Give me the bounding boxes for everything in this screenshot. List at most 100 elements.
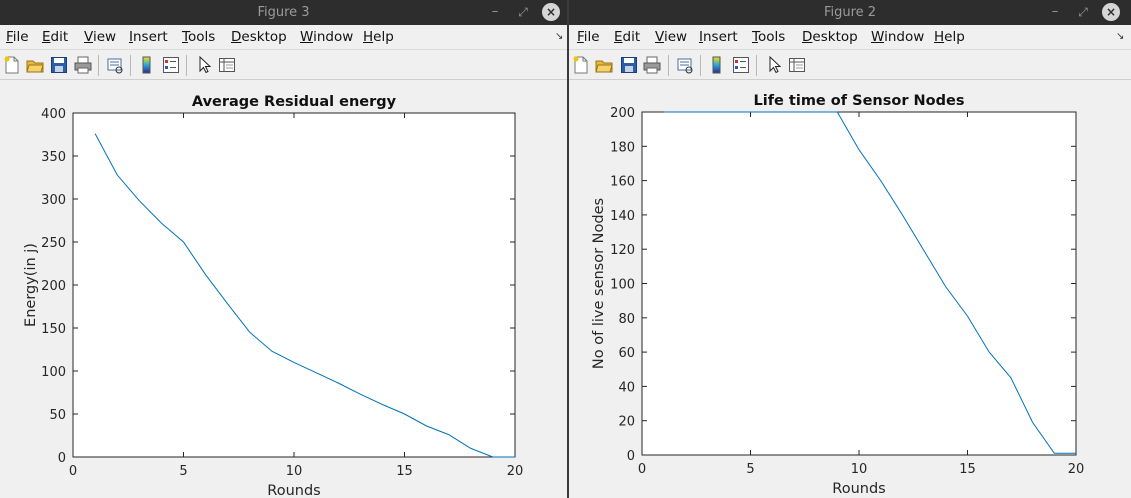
menu-help[interactable]: Help [363, 29, 394, 45]
y-tick-label: 120 [610, 243, 635, 258]
new-figure-icon[interactable] [572, 56, 590, 74]
toolbar [0, 49, 567, 80]
window-title: Figure 2 [823, 5, 877, 20]
colorbar-icon[interactable] [138, 56, 156, 74]
toolbar-separator [700, 55, 701, 76]
menu-help[interactable]: Help [934, 29, 965, 45]
y-tick-label: 40 [618, 380, 635, 395]
toolbar [569, 49, 1131, 80]
y-tick-label: 50 [49, 408, 66, 423]
close-icon[interactable]: × [542, 3, 560, 21]
figure-3-window: Figure 3 – ⤢ × File Edit View Insert Tools De… [0, 0, 567, 498]
y-tick-label: 20 [618, 415, 635, 430]
series-line [663, 111, 1076, 454]
chart-title: Average Residual energy [192, 94, 397, 110]
save-icon[interactable] [50, 56, 68, 74]
edit-plot-arrow-icon[interactable] [195, 55, 213, 74]
y-axis-label: No of live sensor Nodes [591, 198, 607, 369]
menu-desktop[interactable]: Desktop [802, 29, 858, 45]
plot-area: 0 5 10 15 20 0 50 100 150 200 250 300 350 400 Average … [0, 80, 567, 498]
y-tick-label: 350 [41, 150, 66, 165]
menu-desktop[interactable]: Desktop [231, 29, 287, 45]
dock-arrow-icon[interactable]: ↘ [555, 31, 564, 42]
property-inspector-icon[interactable] [788, 56, 806, 74]
titlebar: Figure 2 – ⤢ × [569, 0, 1131, 25]
y-tick-label: 150 [41, 322, 66, 337]
axes-box [641, 111, 1077, 456]
axes-box [72, 112, 516, 458]
legend-icon[interactable] [732, 56, 750, 74]
toolbar-separator [668, 55, 669, 76]
menu-file[interactable]: File [6, 29, 29, 45]
x-tick-label: 0 [638, 462, 646, 477]
x-tick-label: 15 [959, 462, 976, 477]
y-axis-label: Energy(in j) [23, 243, 39, 327]
menu-insert[interactable]: Insert [129, 29, 168, 45]
menu-view[interactable]: View [84, 29, 117, 45]
x-axis-label: Rounds [832, 481, 885, 497]
y-tick-label: 200 [610, 106, 635, 121]
maximize-icon[interactable]: ⤢ [1078, 5, 1088, 19]
y-tick-label: 400 [41, 107, 66, 122]
chart: 0 5 10 15 20020406080100120140160180200Life … [591, 93, 1085, 497]
menu-insert[interactable]: Insert [699, 29, 738, 45]
colorbar-icon[interactable] [708, 56, 726, 74]
menu-edit[interactable]: Edit [42, 29, 69, 45]
minimize-icon[interactable]: – [1051, 4, 1059, 19]
x-tick-label: 10 [851, 462, 868, 477]
x-tick-label: 5 [179, 464, 187, 479]
menu-edit[interactable]: Edit [614, 29, 641, 45]
window-divider [567, 0, 569, 498]
x-tick-label: 10 [286, 464, 303, 479]
menu-file[interactable]: File [577, 29, 600, 45]
y-tick-label: 200 [41, 279, 66, 294]
toolbar-separator [756, 55, 757, 76]
menu-view[interactable]: View [655, 29, 688, 45]
y-tick-label: 80 [618, 312, 635, 327]
figure-2-window: Figure 2 – ⤢ × File Edit View Insert Tools De… [569, 0, 1131, 498]
print-icon[interactable] [74, 56, 92, 74]
menu-tools[interactable]: Tools [182, 29, 216, 45]
y-tick-label: 250 [41, 236, 66, 251]
plot-area: 0 5 10 15 20 0 20 40 60 80 100 120 140 160 180 200 Life … [569, 80, 1131, 498]
toolbar-separator [130, 55, 131, 76]
print-icon[interactable] [643, 56, 661, 74]
toolbar-separator [186, 55, 187, 76]
chart-title: Life time of Sensor Nodes [754, 93, 965, 109]
y-tick-label: 180 [610, 140, 635, 155]
y-tick-label: 0 [58, 451, 66, 466]
x-tick-label: 5 [746, 462, 754, 477]
x-tick-label: 20 [1068, 462, 1085, 477]
y-tick-label: 100 [610, 278, 635, 293]
save-icon[interactable] [620, 56, 638, 74]
titlebar: Figure 3 – ⤢ × [0, 0, 567, 25]
menu-tools[interactable]: Tools [752, 29, 786, 45]
open-file-icon[interactable] [26, 56, 44, 74]
new-figure-icon[interactable] [3, 56, 21, 74]
link-plot-icon[interactable] [676, 56, 694, 74]
link-plot-icon[interactable] [106, 56, 124, 74]
chart: 0 5 10 15 20050100150200250300350400Average … [23, 94, 524, 498]
y-tick-label: 140 [610, 209, 635, 224]
x-tick-label: 20 [507, 464, 524, 479]
dock-arrow-icon[interactable]: ↘ [1116, 31, 1125, 42]
property-inspector-icon[interactable] [218, 56, 236, 74]
y-tick-label: 300 [41, 193, 66, 208]
minimize-icon[interactable]: – [491, 4, 499, 19]
edit-plot-arrow-icon[interactable] [765, 55, 783, 74]
window-title: Figure 3 [257, 5, 310, 20]
open-file-icon[interactable] [595, 56, 613, 74]
legend-icon[interactable] [162, 56, 180, 74]
series-line [94, 133, 515, 458]
close-icon[interactable]: × [1102, 3, 1120, 21]
menubar: File Edit View Insert Tools Desktop Window Help… [0, 25, 567, 49]
y-tick-label: 160 [610, 175, 635, 190]
x-tick-label: 15 [396, 464, 413, 479]
maximize-icon[interactable]: ⤢ [518, 5, 528, 19]
y-tick-label: 60 [618, 346, 635, 361]
menubar: File Edit View Insert Tools Desktop Window Help… [569, 25, 1131, 49]
menu-window[interactable]: Window [871, 29, 925, 45]
x-tick-label: 0 [69, 464, 77, 479]
y-tick-label: 100 [41, 365, 66, 380]
menu-window[interactable]: Window [300, 29, 354, 45]
